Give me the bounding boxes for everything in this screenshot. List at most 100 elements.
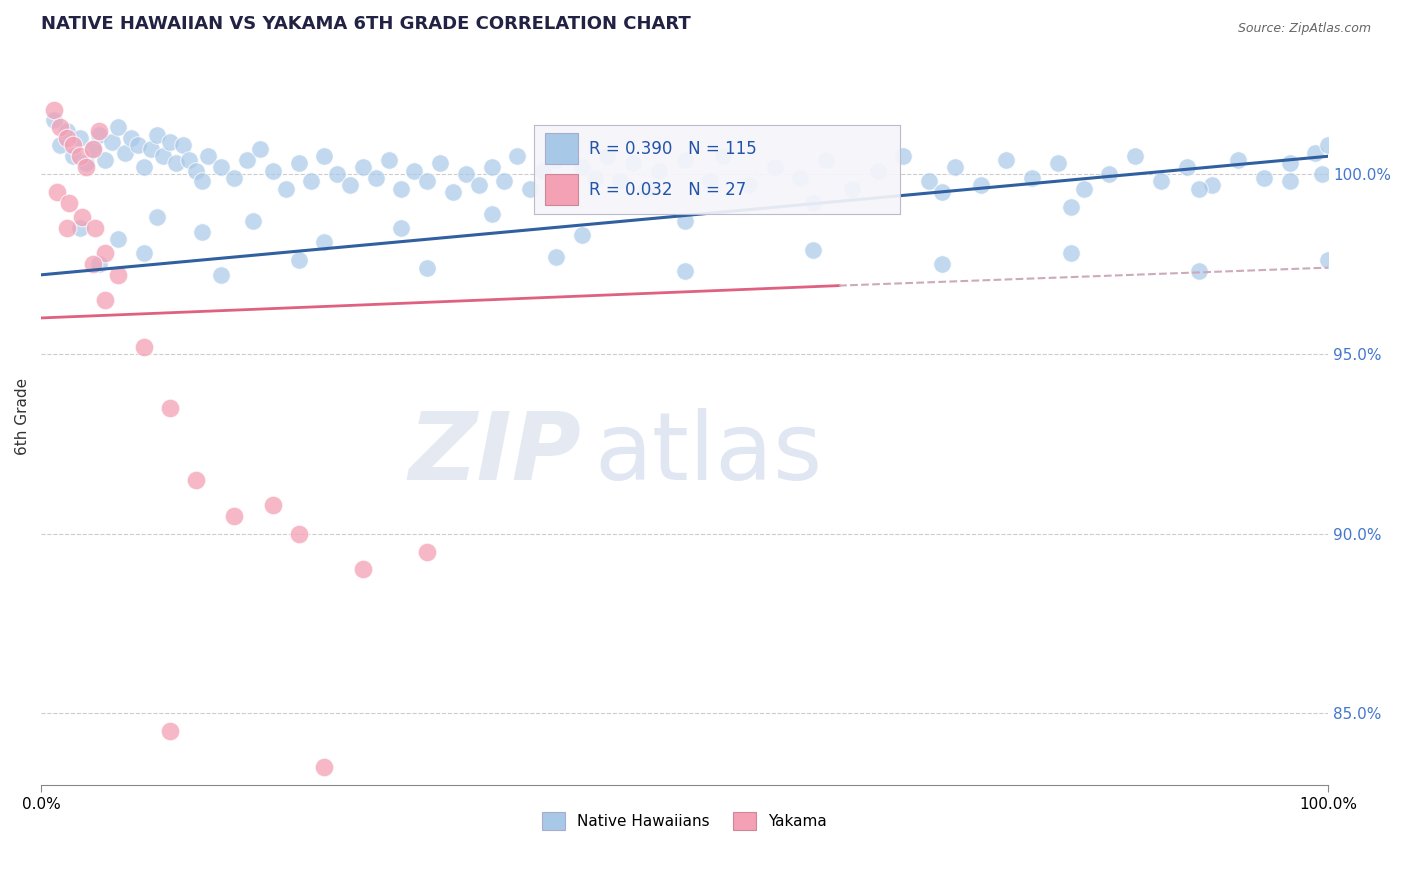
Point xyxy=(299,174,322,188)
Point xyxy=(132,246,155,260)
Point xyxy=(56,131,79,145)
Point xyxy=(416,260,439,275)
Point xyxy=(352,562,374,576)
Point xyxy=(815,153,838,167)
Text: NATIVE HAWAIIAN VS YAKAMA 6TH GRADE CORRELATION CHART: NATIVE HAWAIIAN VS YAKAMA 6TH GRADE CORR… xyxy=(41,15,690,33)
Point xyxy=(506,149,529,163)
Point xyxy=(1227,153,1250,167)
Point xyxy=(609,174,631,188)
Point xyxy=(94,293,117,307)
Point xyxy=(127,138,149,153)
Point xyxy=(763,160,786,174)
Point xyxy=(42,113,65,128)
Point xyxy=(918,174,941,188)
Point xyxy=(995,153,1018,167)
Point xyxy=(481,160,503,174)
Point xyxy=(242,214,264,228)
Point xyxy=(441,185,464,199)
Point xyxy=(101,135,124,149)
Point xyxy=(69,149,91,163)
Point xyxy=(1046,156,1069,170)
Point xyxy=(326,167,349,181)
Point xyxy=(287,253,309,268)
Point xyxy=(673,264,696,278)
Point xyxy=(94,153,117,167)
Point xyxy=(120,131,142,145)
Point xyxy=(56,124,79,138)
Point xyxy=(571,228,593,243)
Point xyxy=(224,508,246,523)
Text: ZIP: ZIP xyxy=(409,408,582,500)
Point xyxy=(82,257,104,271)
Point xyxy=(94,246,117,260)
Point xyxy=(287,156,309,170)
Point xyxy=(673,214,696,228)
Point xyxy=(634,181,657,195)
Point xyxy=(107,232,129,246)
Point xyxy=(801,243,824,257)
Point xyxy=(391,221,413,235)
Point xyxy=(1278,174,1301,188)
Point xyxy=(931,185,953,199)
Point xyxy=(596,149,619,163)
Point xyxy=(236,153,259,167)
Point xyxy=(404,163,426,178)
Point xyxy=(159,724,181,739)
Point xyxy=(931,257,953,271)
Point xyxy=(519,181,541,195)
Point xyxy=(62,138,84,153)
Point xyxy=(621,156,644,170)
Point xyxy=(339,178,361,192)
Point xyxy=(209,268,232,282)
Point xyxy=(69,131,91,145)
Point xyxy=(262,498,284,512)
Point xyxy=(1278,156,1301,170)
Point xyxy=(132,160,155,174)
Bar xyxy=(546,133,578,164)
Point xyxy=(146,128,169,142)
Point xyxy=(571,160,593,174)
Point xyxy=(841,181,863,195)
Point xyxy=(262,163,284,178)
Y-axis label: 6th Grade: 6th Grade xyxy=(15,378,30,455)
Point xyxy=(184,163,207,178)
Point xyxy=(314,149,336,163)
Point xyxy=(969,178,991,192)
Point xyxy=(58,196,80,211)
Point xyxy=(1123,149,1146,163)
Point xyxy=(1317,253,1340,268)
Point xyxy=(789,170,811,185)
Point xyxy=(377,153,399,167)
Legend: Native Hawaiians, Yakama: Native Hawaiians, Yakama xyxy=(536,805,832,837)
Bar xyxy=(546,174,578,205)
Point xyxy=(287,526,309,541)
Text: atlas: atlas xyxy=(595,408,823,500)
Point xyxy=(352,160,374,174)
Point xyxy=(172,138,194,153)
Point xyxy=(87,257,110,271)
Point xyxy=(711,149,734,163)
Text: Source: ZipAtlas.com: Source: ZipAtlas.com xyxy=(1237,22,1371,36)
Point xyxy=(364,170,387,185)
Point xyxy=(1188,181,1211,195)
Point xyxy=(648,163,671,178)
Point xyxy=(1188,264,1211,278)
Point xyxy=(314,760,336,774)
Point xyxy=(159,135,181,149)
Point xyxy=(943,160,966,174)
Point xyxy=(738,178,761,192)
Point xyxy=(139,142,162,156)
Point xyxy=(191,174,214,188)
Point xyxy=(866,163,889,178)
Point xyxy=(699,174,721,188)
Text: R = 0.390   N = 115: R = 0.390 N = 115 xyxy=(589,140,756,158)
Point xyxy=(1150,174,1173,188)
Point xyxy=(107,120,129,135)
Point xyxy=(179,153,201,167)
Point xyxy=(416,544,439,558)
Point xyxy=(391,181,413,195)
Point xyxy=(84,221,107,235)
Point xyxy=(209,160,232,174)
Point xyxy=(146,211,169,225)
Point xyxy=(49,138,72,153)
